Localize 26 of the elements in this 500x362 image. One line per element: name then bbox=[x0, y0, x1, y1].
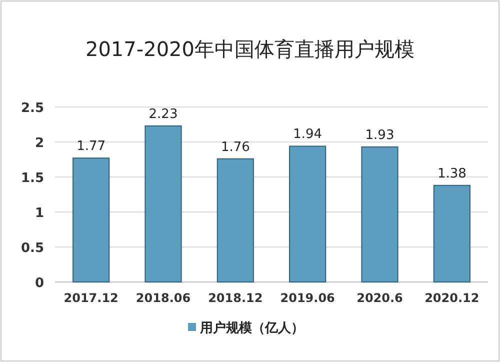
bar bbox=[216, 158, 254, 282]
chart-title: 2017-2020年中国体育直播用户规模 bbox=[85, 37, 415, 61]
data-label: 1.93 bbox=[365, 128, 394, 143]
data-label: 1.94 bbox=[293, 127, 322, 142]
bar bbox=[361, 146, 398, 282]
y-tick-label: 1.5 bbox=[20, 171, 44, 186]
x-tick-label: 2020.6 bbox=[356, 291, 403, 305]
x-tick-label: 2019.06 bbox=[280, 291, 335, 305]
x-tick-label: 2018.12 bbox=[208, 291, 263, 305]
data-label: 2.23 bbox=[148, 106, 178, 122]
data-label: 1.77 bbox=[76, 139, 106, 154]
y-tick-label: 2 bbox=[34, 136, 44, 151]
legend-label: 用户规模（亿人） bbox=[199, 320, 304, 336]
bar bbox=[144, 125, 182, 282]
data-label: 1.38 bbox=[437, 166, 466, 182]
bar bbox=[433, 184, 470, 282]
y-tick-label: 0 bbox=[34, 276, 44, 291]
bar bbox=[72, 158, 110, 282]
data-label: 1.76 bbox=[220, 140, 250, 155]
y-tick-label: 0.5 bbox=[20, 241, 44, 256]
y-tick-label: 2.5 bbox=[20, 101, 44, 116]
x-tick-label: 2020.12 bbox=[424, 291, 480, 305]
x-tick-label: 2017.12 bbox=[64, 291, 118, 305]
y-tick-label: 1 bbox=[34, 206, 44, 221]
x-tick-label: 2018.06 bbox=[136, 291, 191, 305]
bar bbox=[289, 146, 326, 282]
